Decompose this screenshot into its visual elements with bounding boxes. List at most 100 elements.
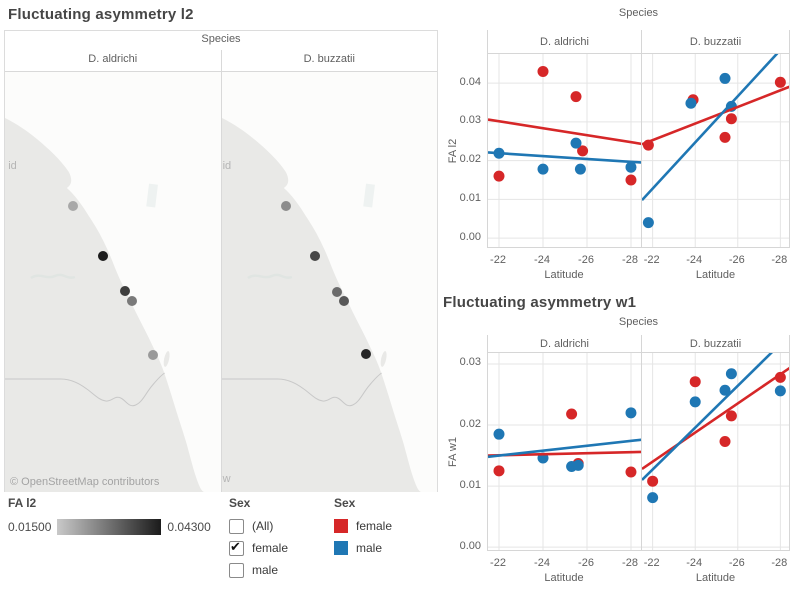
map-label-fragment: id [8,159,17,172]
x-tick-label: -28 [771,254,788,266]
scatter-point-male[interactable] [642,217,654,229]
map-column-header: D. buzzatii [220,50,438,71]
scatter-point-male[interactable] [719,72,731,84]
facet-header: D. buzzatii [641,335,790,352]
map-reef [362,183,375,208]
facet-canvas [488,353,641,550]
trend-line-female[interactable] [642,85,790,146]
checkbox[interactable] [229,562,244,578]
scatter-point-male[interactable] [685,97,697,109]
scatter-point-female[interactable] [774,76,786,88]
scatter-point-female[interactable] [647,475,659,487]
scatter-point-male[interactable] [647,492,659,504]
facet-plot-buzzatii [641,53,790,248]
map-column-header: D. aldrichi [88,53,138,65]
trend-line-female[interactable] [488,118,641,146]
map-panels: id © OpenStreetMap contributors id w [5,72,437,492]
scatter-point-male[interactable] [689,396,701,408]
x-tick-label: -24 [686,254,703,266]
trend-line-male[interactable] [488,438,641,459]
map-land [5,118,205,492]
map-dot[interactable] [148,349,159,360]
scatter-point-male[interactable] [537,163,549,175]
sex-filter-item-label[interactable]: (All) [252,519,274,533]
color-swatch-female[interactable] [334,519,348,533]
scatter-point-male[interactable] [570,137,582,149]
x-tick-label: -26 [578,557,594,569]
scatter-point-female[interactable] [577,145,589,157]
dashboard-title: Fluctuating asymmetry l2 [8,6,194,23]
gradient-bar[interactable] [57,519,162,535]
scatter-point-male[interactable] [774,385,786,397]
x-tick-label: -22 [490,557,506,569]
trend-line-male[interactable] [488,151,641,164]
scatter-point-female[interactable] [725,410,737,422]
sex-legend-item-label: female [356,519,393,533]
scatter-point-female[interactable] [719,436,731,448]
x-axis-title: Latitude [695,572,736,584]
map-dot[interactable] [119,285,130,296]
map-card: Species D. aldrichi D. buzzatii id © OpenS… [4,30,438,492]
map-dot[interactable] [97,251,108,262]
sex-filter-item-label[interactable]: male [252,563,279,577]
y-tick-label: 0.01 [459,478,481,491]
y-tick-label: 0.03 [459,356,481,369]
scatter-point-female[interactable] [493,170,505,182]
scatter-point-female[interactable] [689,376,701,388]
scatter-point-male[interactable] [625,407,637,419]
sex-filter-item: female [229,537,288,559]
scatter-point-female[interactable] [566,408,578,420]
scatter-point-male[interactable] [493,428,505,440]
map-column-headers: D. aldrichi D. buzzatii [5,50,437,72]
map-state-border [221,372,382,407]
map-dot[interactable] [280,201,291,212]
map-dot[interactable] [360,348,371,359]
map-dot[interactable] [126,295,137,306]
sex-filter-item-label[interactable]: female [252,541,289,555]
trend-line-female[interactable] [642,366,790,471]
scatter-point-male[interactable] [725,368,737,380]
x-tick-label: -22 [490,254,506,266]
facet-plot-aldrichi [487,352,641,551]
x-tick-label: -28 [771,557,788,569]
gradient-row: 0.01500 0.04300 [8,519,211,535]
map-dot[interactable] [338,295,349,306]
map-river [30,273,76,280]
checkbox-checked[interactable] [229,539,244,556]
scatter-point-male[interactable] [574,163,586,175]
trend-line-male[interactable] [642,54,790,202]
trend-line-male[interactable] [642,353,790,481]
sex-legend-items: female male [334,515,392,559]
scatter-point-female[interactable] [725,113,737,125]
map-reef [146,183,158,208]
scatter-point-male[interactable] [719,384,731,396]
x-tick-label: -28 [622,254,638,266]
scatter-point-female[interactable] [625,466,637,478]
map-dot[interactable] [332,287,343,298]
scatter-point-female[interactable] [493,465,505,477]
scatter-point-male[interactable] [625,161,637,173]
map-island [380,351,387,367]
sex-legend-title: Sex [334,496,356,510]
scatter-point-male[interactable] [572,459,584,471]
map-species-field-label: Species [201,33,241,45]
scatter-point-female[interactable] [719,131,731,143]
color-swatch-male[interactable] [334,541,348,555]
scatter-point-female[interactable] [625,174,637,186]
scatter-point-female[interactable] [570,91,582,103]
x-tick-label: -24 [686,557,703,569]
y-tick-label: 0.02 [459,417,481,430]
scatter-point-female[interactable] [537,65,549,77]
checkbox[interactable] [229,518,244,534]
map-dot[interactable] [67,201,78,212]
y-tick-label: 0.01 [459,191,481,204]
map-panel-aldrichi: id © OpenStreetMap contributors [5,72,221,492]
gradient-max-label: 0.04300 [167,520,211,534]
map-panel-buzzatii: id w [220,72,437,492]
map-state-border [5,372,165,407]
map-river [246,273,292,280]
sex-filter-items: (All) female male [229,515,288,581]
sex-legend-item: male [334,537,392,559]
map-dot[interactable] [310,251,321,262]
